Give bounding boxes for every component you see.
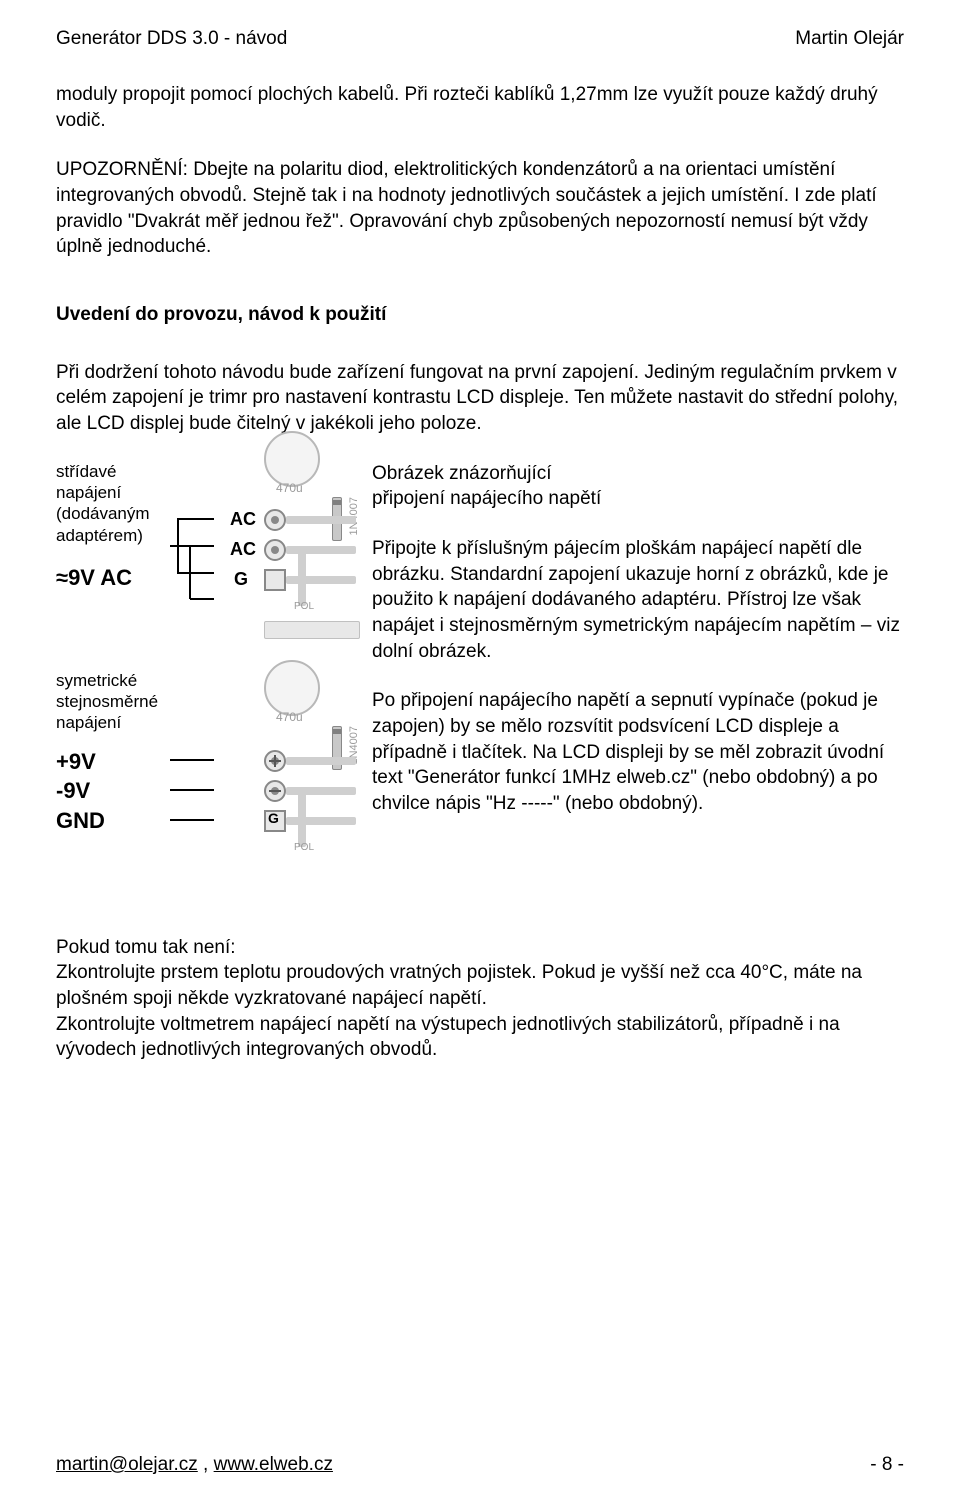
- footer-links: martin@olejar.cz , www.elweb.cz: [56, 1454, 333, 1476]
- cap-value: 470u: [276, 481, 303, 495]
- dc-caption-2: stejnosměrné: [56, 691, 164, 712]
- power-description: Obrázek znázorňující připojení napájecíh…: [372, 461, 904, 875]
- ac-voltage-label: ≈9V AC: [56, 564, 164, 592]
- minus-icon: [266, 782, 284, 800]
- header-title-left: Generátor DDS 3.0 - návod: [56, 28, 287, 50]
- pin-ac1: AC: [230, 509, 256, 530]
- right-para-2: Připojte k příslušným pájecím ploškám na…: [372, 536, 904, 664]
- page-header: Generátor DDS 3.0 - návod Martin Olejár: [56, 28, 904, 50]
- troubleshooting: Pokud tomu tak není: Zkontrolujte prstem…: [56, 935, 904, 1063]
- dc-caption-3: napájení: [56, 712, 164, 733]
- paragraph-2: UPOZORNĚNÍ: Dbejte na polaritu diod, ele…: [56, 157, 904, 260]
- right-para-1: Obrázek znázorňující připojení napájecíh…: [372, 461, 904, 512]
- wiring-diagrams: střídavé napájení (dodávaným adaptérem) …: [56, 461, 356, 875]
- ac-schematic: 470u 1N4007 AC AC G POL: [224, 461, 356, 641]
- troubleshooting-body: Zkontrolujte prstem teplotu proudových v…: [56, 960, 904, 1063]
- diagram-dc-labels: symetrické stejnosměrné napájení +9V -9V…: [56, 670, 164, 875]
- pin-g-dc: G: [268, 810, 279, 826]
- plus-icon: [266, 752, 284, 770]
- ac-caption-4: adaptérem): [56, 525, 164, 546]
- heading-operation: Uvedení do provozu, návod k použití: [56, 304, 904, 326]
- right-para-3: Po připojení napájecího napětí a sepnutí…: [372, 688, 904, 816]
- ac-caption-2: napájení: [56, 482, 164, 503]
- ac-caption-3: (dodávaným: [56, 503, 164, 524]
- footer-email[interactable]: martin@olejar.cz: [56, 1454, 198, 1475]
- page-footer: martin@olejar.cz , www.elweb.cz - 8 -: [56, 1454, 904, 1476]
- paragraph-3: Při dodržení tohoto návodu bude zařízení…: [56, 360, 904, 437]
- footer-sep: ,: [198, 1454, 214, 1475]
- ac-caption-1: střídavé: [56, 461, 164, 482]
- pin-g: G: [234, 569, 248, 590]
- pol-label: POL: [294, 601, 314, 612]
- pol-label-dc: POL: [294, 842, 314, 853]
- footer-site[interactable]: www.elweb.cz: [214, 1454, 333, 1475]
- dc-plus-label: +9V: [56, 748, 164, 776]
- dc-gnd-label: GND: [56, 807, 164, 835]
- diagram-ac-supply: střídavé napájení (dodávaným adaptérem) …: [56, 461, 356, 646]
- cap-value-dc: 470u: [276, 710, 303, 724]
- pin-ac2: AC: [230, 539, 256, 560]
- dc-caption-1: symetrické: [56, 670, 164, 691]
- paragraph-1: moduly propojit pomocí plochých kabelů. …: [56, 82, 904, 133]
- diagram-dc-supply: symetrické stejnosměrné napájení +9V -9V…: [56, 670, 356, 875]
- header-title-right: Martin Olejár: [795, 28, 904, 50]
- page-number: - 8 -: [870, 1454, 904, 1476]
- dc-minus-label: -9V: [56, 777, 164, 805]
- connector-bracket-icon: [170, 461, 218, 641]
- connector-lines-icon: [170, 670, 218, 870]
- dc-connector-lines: [170, 670, 218, 875]
- ac-connector-lines: [170, 461, 218, 646]
- diagram-ac-labels: střídavé napájení (dodávaným adaptérem) …: [56, 461, 164, 646]
- dc-schematic: 470u 1N4007 G POL: [224, 670, 356, 870]
- troubleshooting-lead: Pokud tomu tak není:: [56, 935, 904, 961]
- power-connection-section: střídavé napájení (dodávaným adaptérem) …: [56, 461, 904, 875]
